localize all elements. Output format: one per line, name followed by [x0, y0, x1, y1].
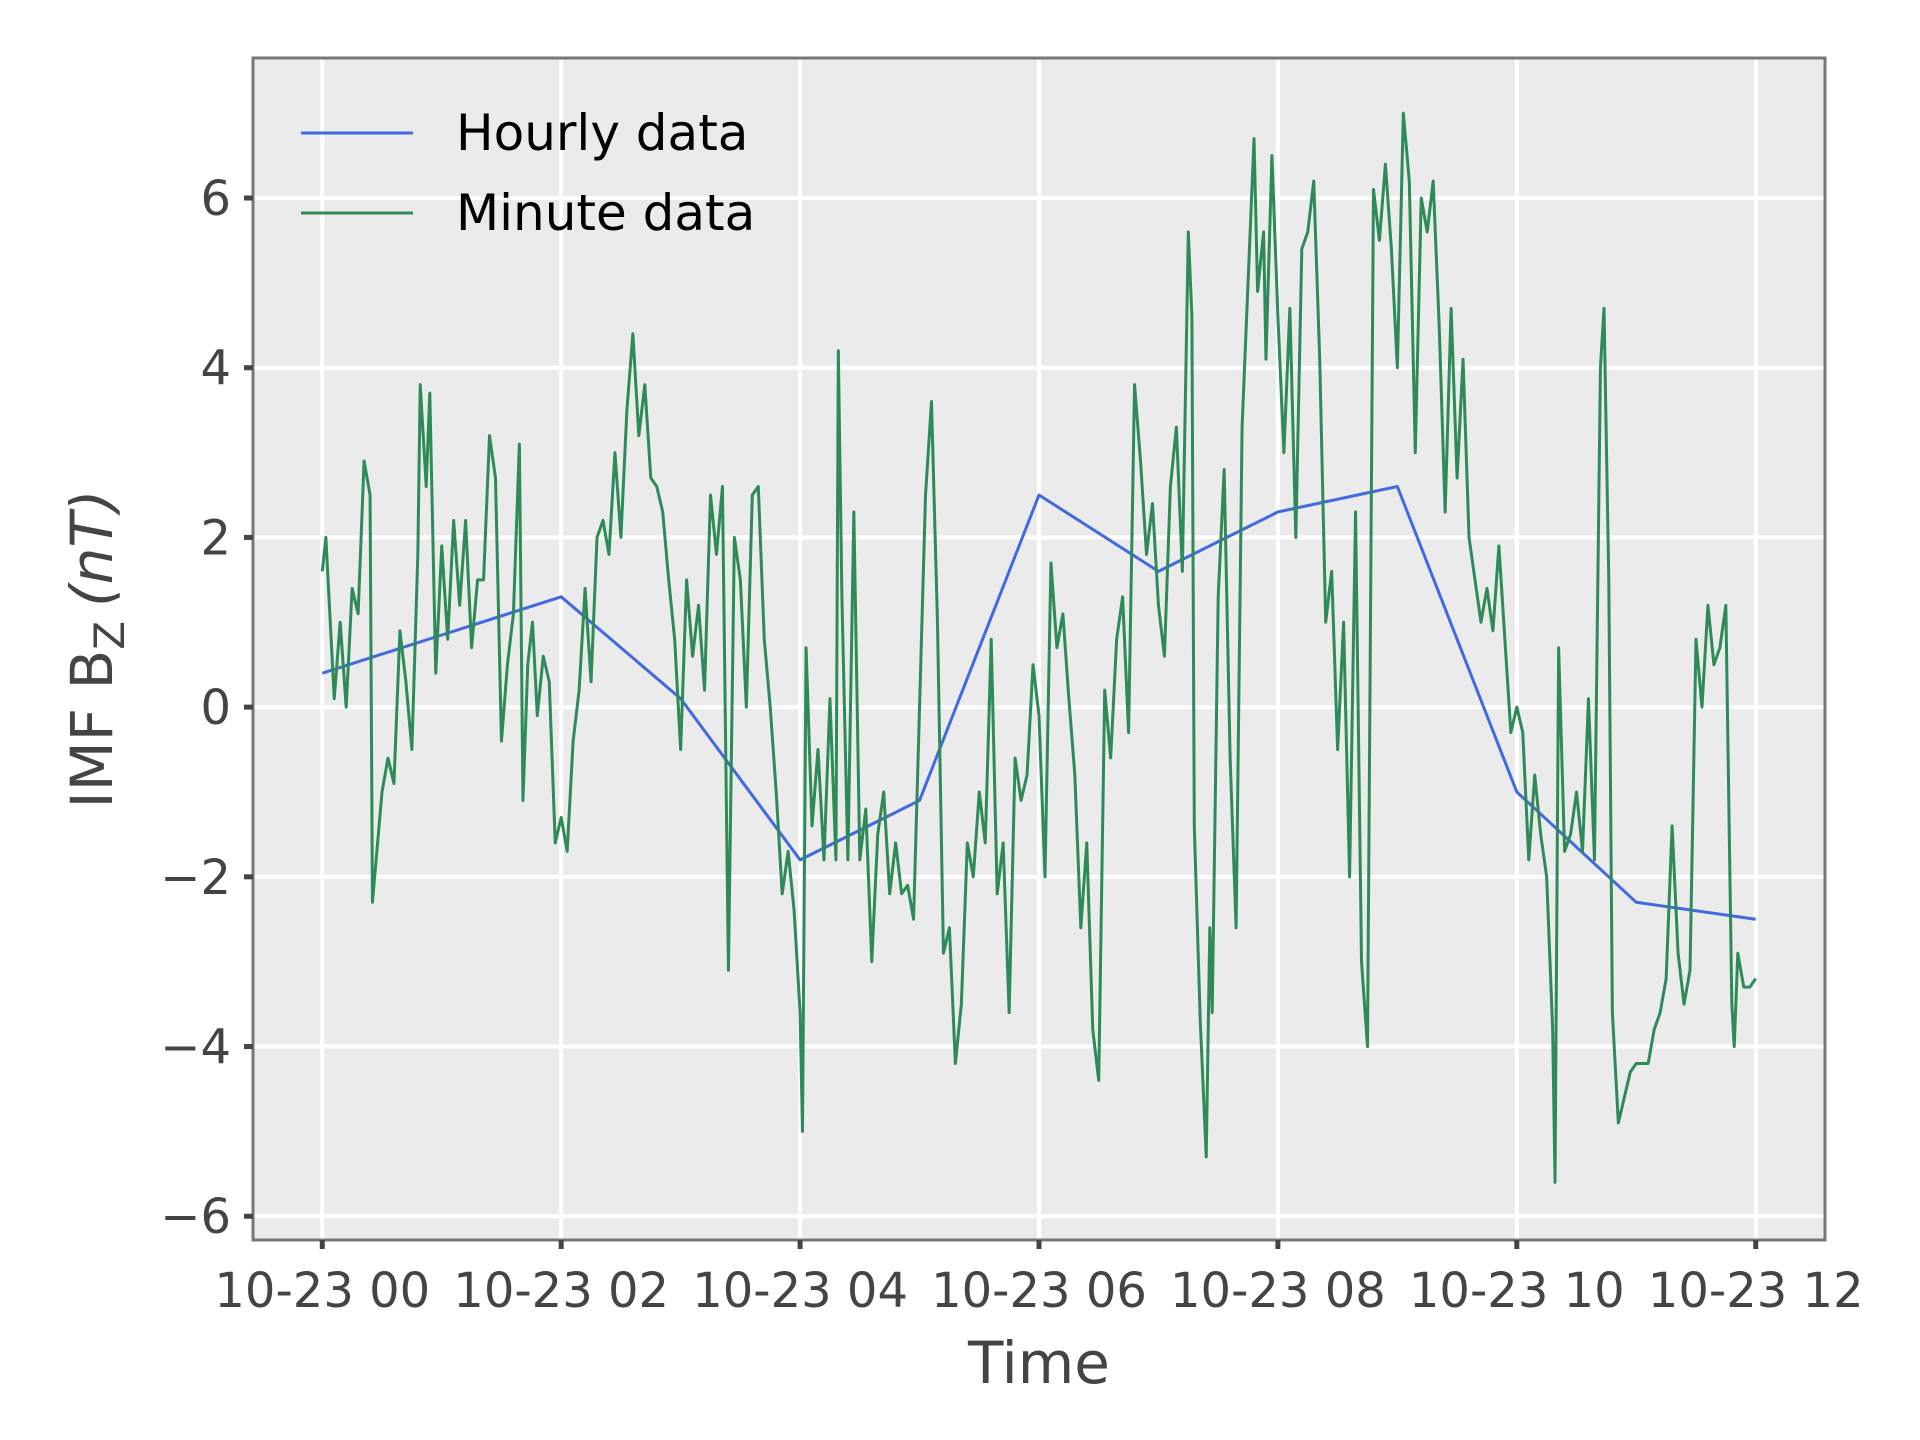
x-tick-label: 10-23 08	[1170, 1263, 1386, 1319]
x-tick-label: 10-23 00	[214, 1263, 430, 1319]
x-tick-label: 10-23 10	[1409, 1263, 1625, 1319]
lines	[320, 111, 1757, 1184]
x-axis-label: Time	[967, 1329, 1110, 1397]
series-line	[320, 111, 1757, 1184]
y-tick-label: 6	[200, 171, 231, 227]
x-tick-label: 10-23 02	[453, 1263, 669, 1319]
y-tick-label: −4	[160, 1020, 231, 1076]
legend-label: Hourly data	[456, 104, 748, 162]
y-label-text: IMF B	[58, 650, 126, 809]
x-tick-label: 10-23 12	[1648, 1263, 1864, 1319]
x-tick-label: 10-23 06	[931, 1263, 1147, 1319]
legend-label: Minute data	[456, 184, 755, 242]
y-tick-label: 0	[200, 680, 231, 736]
y-axis-label: IMF BZ (nT)	[58, 490, 134, 809]
y-tick-label: 4	[200, 341, 231, 397]
y-tick-label: −6	[160, 1189, 231, 1245]
y-label-unit: (nT)	[58, 490, 126, 607]
legend: Hourly data Minute data	[301, 104, 755, 242]
x-tick-label: 10-23 04	[692, 1263, 908, 1319]
y-tick-label: −2	[160, 850, 231, 906]
ticks: 10-23 00 10-23 02 10-23 04 10-23 06 10-23 08…	[160, 171, 1863, 1319]
y-tick-label: 2	[200, 510, 231, 566]
series-line	[321, 485, 1756, 921]
y-label-subscript: Z	[85, 621, 134, 650]
